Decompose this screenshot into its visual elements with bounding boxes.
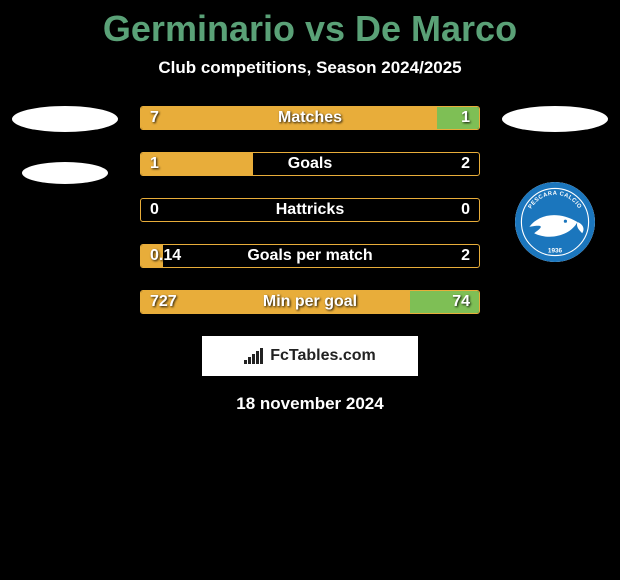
- club-badge-pescara: PESCARA CALCIO 1936: [515, 182, 595, 262]
- comparison-content: PESCARA CALCIO 1936 Matches71Goals12Hatt…: [0, 106, 620, 314]
- pescara-badge-icon: PESCARA CALCIO 1936: [515, 182, 595, 262]
- left-player-column: [5, 106, 125, 184]
- stat-label: Goals: [140, 152, 480, 176]
- club-logo-placeholder: [22, 162, 108, 184]
- stat-label: Matches: [140, 106, 480, 130]
- svg-text:1936: 1936: [548, 247, 563, 254]
- stat-value-left: 727: [150, 290, 177, 314]
- stat-row: Goals1 2: [140, 152, 480, 176]
- stat-row: Min per goal727 74: [140, 290, 480, 314]
- signal-bars-icon: [244, 348, 264, 364]
- stat-value-right: 0: [461, 198, 470, 222]
- stat-value-left: 1: [150, 152, 159, 176]
- player-photo-placeholder: [502, 106, 608, 132]
- stat-row: Hattricks0 0: [140, 198, 480, 222]
- right-player-column: PESCARA CALCIO 1936: [495, 106, 615, 262]
- page-title: Germinario vs De Marco: [0, 0, 620, 50]
- stat-value-left: 0.14: [150, 244, 181, 268]
- brand-text: FcTables.com: [270, 347, 376, 365]
- stat-value-right: 74: [452, 290, 470, 314]
- stat-row: Goals per match0.14 2: [140, 244, 480, 268]
- stat-value-right: 1: [461, 106, 470, 130]
- brand-box: FcTables.com: [202, 336, 418, 376]
- stat-label: Hattricks: [140, 198, 480, 222]
- date-text: 18 november 2024: [0, 394, 620, 414]
- player-photo-placeholder: [12, 106, 118, 132]
- subtitle: Club competitions, Season 2024/2025: [0, 58, 620, 78]
- stat-value-right: 2: [461, 244, 470, 268]
- stat-value-left: 0: [150, 198, 159, 222]
- stat-label: Goals per match: [140, 244, 480, 268]
- stat-row: Matches7 1: [140, 106, 480, 130]
- stat-value-left: 7: [150, 106, 159, 130]
- stat-value-right: 2: [461, 152, 470, 176]
- stat-label: Min per goal: [140, 290, 480, 314]
